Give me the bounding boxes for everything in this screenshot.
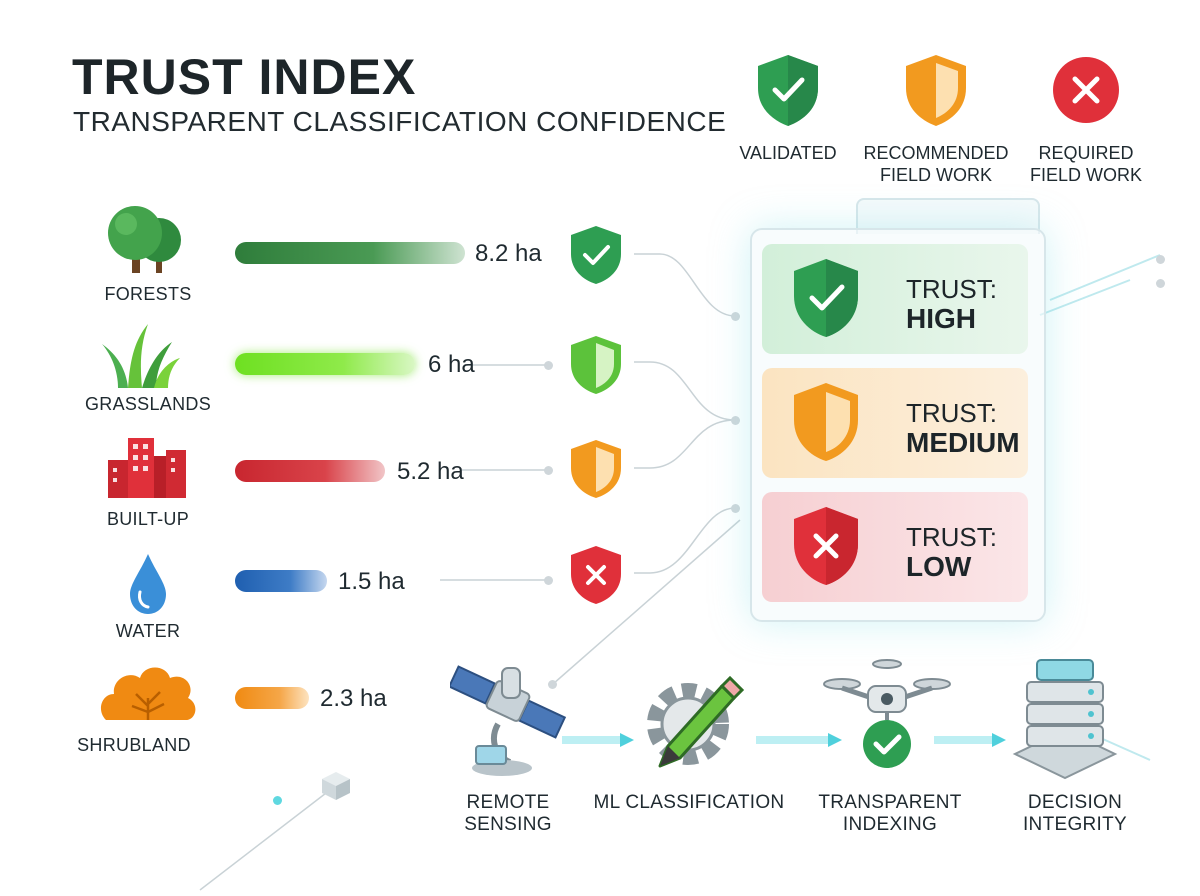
tree-icon (108, 206, 181, 273)
connector-dot (544, 466, 553, 475)
connector-dot (731, 312, 740, 321)
flow-label-line1: ML CLASSIFICATION (593, 792, 785, 813)
trust-level: LOW (906, 551, 972, 582)
bar-value: 2.3 ha (320, 685, 387, 712)
bar-value: 1.5 ha (338, 568, 405, 595)
drone-icon (823, 659, 951, 768)
category-label: BUILT-UP (106, 509, 190, 529)
connector-dot (1156, 255, 1165, 264)
category-label: WATER (115, 621, 181, 641)
trust-card-medium: TRUST: MEDIUM (762, 368, 1028, 478)
water-drop-icon (130, 554, 166, 614)
page-title: TRUST INDEX (72, 49, 417, 105)
x-shield-icon (571, 546, 621, 604)
x-shield-icon (794, 507, 858, 585)
flow-label-ml-classification: ML CLASSIFICATION (584, 792, 794, 814)
shrub-icon (100, 667, 196, 720)
legend-label-line1: REQUIRED (1038, 143, 1134, 163)
bar-grasslands (235, 353, 415, 375)
check-shield-icon (571, 226, 621, 284)
half-shield-icon (571, 336, 621, 394)
satellite-icon (450, 665, 567, 776)
legend-label-line2: FIELD WORK (879, 165, 992, 185)
trust-card-high: TRUST: HIGH (762, 244, 1028, 354)
buildings-icon (108, 438, 186, 498)
trust-level: HIGH (906, 303, 976, 334)
legend-label-line1: RECOMMENDED (863, 143, 1009, 163)
grass-icon (102, 324, 180, 388)
bar-built-up (235, 460, 385, 482)
trust-prefix: TRUST: (906, 274, 997, 304)
gear-pencil-icon (647, 675, 745, 768)
trust-card-low: TRUST: LOW (762, 492, 1028, 602)
half-shield-icon (906, 55, 966, 126)
cube-icon (322, 772, 350, 800)
page-subtitle: TRANSPARENT CLASSIFICATION CONFIDENCE (73, 106, 727, 137)
server-icon (1012, 659, 1118, 780)
flow-arrow-icon (934, 733, 1006, 747)
flow-label-line1: DECISION (1027, 792, 1123, 813)
category-label: GRASSLANDS (84, 394, 212, 414)
check-shield-icon (758, 55, 818, 126)
half-shield-icon (794, 383, 858, 461)
flow-label-remote-sensing: REMOTE SENSING (440, 792, 576, 836)
legend-validated: VALIDATED (713, 52, 863, 164)
flow-label-decision-integrity: DECISION INTEGRITY (1005, 792, 1145, 836)
flow-label-transparent-indexing: TRANSPARENT INDEXING (806, 792, 974, 836)
legend-label-line2: FIELD WORK (1029, 165, 1142, 185)
connector-dot (544, 361, 553, 370)
bar-value: 6 ha (428, 351, 475, 378)
connector-dot (731, 416, 740, 425)
category-label: SHRUBLAND (77, 735, 191, 755)
half-shield-icon (571, 440, 621, 498)
bar-forests (235, 242, 465, 264)
bar-value: 5.2 ha (397, 458, 464, 485)
legend-label-line1: VALIDATED (739, 143, 837, 163)
check-shield-icon (794, 259, 858, 337)
legend-required: REQUIRED FIELD WORK (1011, 52, 1161, 186)
flow-label-line1: REMOTE (466, 792, 550, 813)
flow-label-line2: INTEGRITY (1022, 814, 1128, 835)
x-circle-icon (1053, 57, 1119, 123)
category-label: FORESTS (104, 284, 192, 304)
trust-prefix: TRUST: (906, 398, 997, 428)
connector-dot (544, 576, 553, 585)
connector-dot (548, 680, 557, 689)
trust-level: MEDIUM (906, 427, 1020, 458)
bar-water (235, 570, 327, 592)
trust-prefix: TRUST: (906, 522, 997, 552)
flow-arrow-icon (562, 733, 634, 747)
connector-dot (273, 796, 282, 805)
flow-label-line2: INDEXING (842, 814, 938, 835)
connector-dot (1156, 279, 1165, 288)
legend-recommended: RECOMMENDED FIELD WORK (861, 52, 1011, 186)
bar-value: 8.2 ha (475, 240, 542, 267)
flow-label-line1: TRANSPARENT (818, 792, 962, 813)
flow-arrow-icon (756, 733, 842, 747)
bar-shrubland (235, 687, 309, 709)
flow-label-line2: SENSING (464, 814, 552, 835)
connector-dot (731, 504, 740, 513)
